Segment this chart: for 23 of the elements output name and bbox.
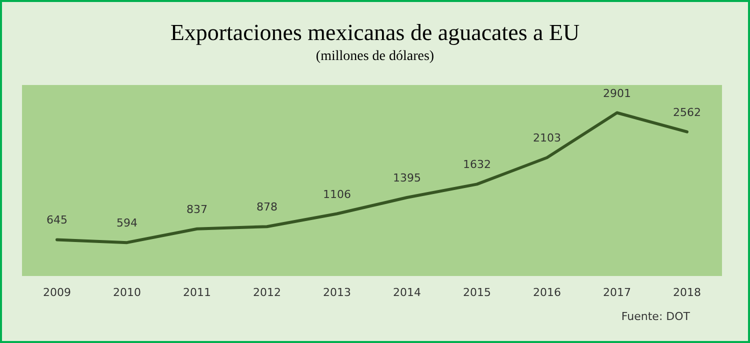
x-tick-label: 2011 — [183, 286, 211, 299]
data-label: 878 — [256, 200, 278, 214]
chart-subtitle: (millones de dólares) — [316, 49, 434, 64]
data-label: 2901 — [603, 86, 631, 100]
data-label: 2562 — [673, 106, 701, 119]
data-label: 837 — [186, 202, 208, 216]
data-label: 1106 — [323, 188, 351, 201]
x-tick-label: 2012 — [253, 286, 281, 299]
x-tick-label: 2015 — [463, 286, 491, 299]
data-label: 594 — [116, 216, 138, 230]
chart-title: Exportaciones mexicanas de aguacates a EU — [170, 20, 580, 45]
x-tick-label: 2017 — [603, 286, 631, 299]
data-label: 1632 — [463, 158, 491, 172]
data-label: 2103 — [533, 132, 561, 145]
x-tick-label: 2018 — [673, 286, 701, 299]
data-label: 645 — [46, 214, 68, 227]
x-tick-label: 2009 — [43, 286, 71, 299]
source-note: Fuente: DOT — [621, 310, 690, 323]
x-tick-label: 2010 — [113, 286, 141, 299]
x-tick-label: 2013 — [323, 286, 351, 299]
data-label: 1395 — [393, 172, 421, 184]
x-tick-label: 2016 — [533, 286, 561, 299]
x-tick-label: 2014 — [393, 286, 421, 299]
